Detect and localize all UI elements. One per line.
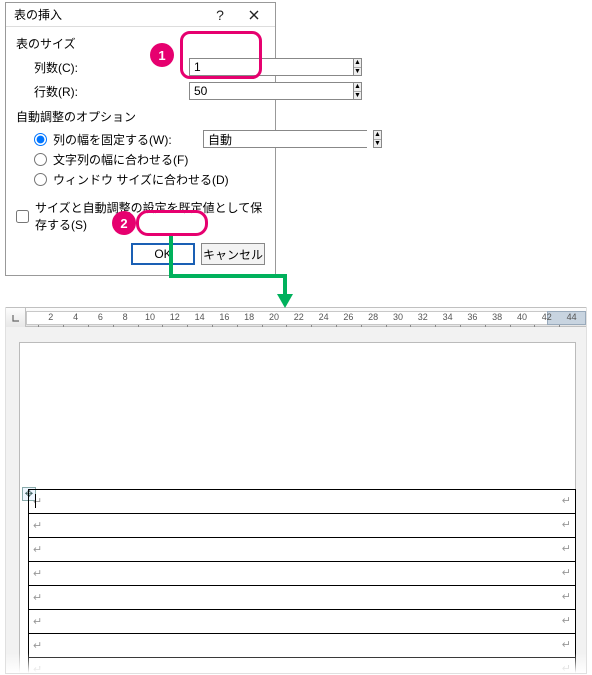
callout-badge-1: 1: [150, 43, 174, 67]
ruler-number: 28: [368, 312, 378, 322]
rows-spinner[interactable]: ▲ ▼: [189, 82, 265, 100]
table-cell[interactable]: ↵↵: [29, 514, 576, 538]
table-cell[interactable]: ↵↵: [29, 634, 576, 658]
ruler-number: 34: [443, 312, 453, 322]
ruler-number: 42: [542, 312, 552, 322]
ruler-number: 10: [145, 312, 155, 322]
paragraph-mark-icon: ↵: [33, 592, 42, 604]
ruler-number: 26: [343, 312, 353, 322]
paragraph-mark-icon: ↵: [33, 568, 42, 580]
close-icon: [249, 10, 259, 20]
radio-fixed-label: 列の幅を固定する(W):: [53, 131, 203, 148]
row-end-mark-icon: ↵: [562, 590, 571, 603]
page-area[interactable]: ✥ ↵↵↵↵↵↵↵↵↵↵↵↵↵↵↵↵: [6, 327, 586, 673]
radio-autofit-window[interactable]: [34, 173, 47, 186]
fixed-width-input[interactable]: [203, 130, 367, 148]
table-cell[interactable]: ↵↵: [29, 586, 576, 610]
table-cell[interactable]: ↵↵: [29, 490, 576, 514]
ruler-number: 2: [48, 312, 53, 322]
row-end-mark-icon: ↵: [562, 614, 571, 627]
document-page: ✥ ↵↵↵↵↵↵↵↵↵↵↵↵↵↵↵↵: [20, 343, 575, 673]
radio-autofit-content-label: 文字列の幅に合わせる(F): [53, 151, 188, 168]
ruler-number: 20: [269, 312, 279, 322]
row-end-mark-icon: ↵: [562, 494, 571, 507]
table-cell[interactable]: ↵↵: [29, 658, 576, 674]
ruler-area: 2468101214161820222426283032343638404244: [6, 307, 586, 327]
radio-autofit-window-label: ウィンドウ サイズに合わせる(D): [53, 171, 229, 188]
radio-fixed-width[interactable]: [34, 133, 47, 146]
paragraph-mark-icon: ↵: [33, 544, 42, 556]
ruler-number: 36: [467, 312, 477, 322]
spin-up-icon[interactable]: ▲: [354, 59, 361, 68]
ruler-number: 12: [170, 312, 180, 322]
ruler-number: 24: [319, 312, 329, 322]
spin-up-icon[interactable]: ▲: [354, 83, 361, 92]
dialog-title: 表の挿入: [14, 6, 203, 23]
ruler-number: 14: [195, 312, 205, 322]
save-default-label: サイズと自動調整の設定を既定値として保存する(S): [35, 199, 265, 233]
close-button[interactable]: [237, 4, 271, 26]
ruler-number: 38: [492, 312, 502, 322]
group-table-size: 表のサイズ: [16, 35, 265, 52]
dialog-titlebar: 表の挿入 ?: [6, 3, 275, 27]
table-cell[interactable]: ↵↵: [29, 610, 576, 634]
callout-badge-2: 2: [112, 211, 136, 235]
text-caret: [35, 494, 36, 508]
spin-down-icon[interactable]: ▼: [354, 92, 361, 100]
ruler-number: 18: [244, 312, 254, 322]
row-end-mark-icon: ↵: [562, 566, 571, 579]
rows-label: 行数(R):: [34, 83, 189, 100]
ruler-number: 6: [98, 312, 103, 322]
spin-down-icon[interactable]: ▼: [354, 68, 361, 76]
paragraph-mark-icon: ↵: [33, 640, 42, 652]
ok-label: OK: [154, 247, 171, 261]
ruler-number: 22: [294, 312, 304, 322]
table-cell[interactable]: ↵↵: [29, 538, 576, 562]
document-table[interactable]: ↵↵↵↵↵↵↵↵↵↵↵↵↵↵↵↵: [28, 489, 576, 673]
save-default-checkbox[interactable]: [16, 210, 29, 223]
spin-down-icon[interactable]: ▼: [374, 140, 381, 148]
ruler-number: 32: [418, 312, 428, 322]
ruler-number: 40: [517, 312, 527, 322]
ruler-corner[interactable]: [6, 308, 26, 328]
document-view: 2468101214161820222426283032343638404244…: [5, 307, 587, 674]
paragraph-mark-icon: ↵: [33, 520, 42, 532]
ruler-number: 4: [73, 312, 78, 322]
spin-up-icon[interactable]: ▲: [374, 131, 381, 140]
table-cell[interactable]: ↵↵: [29, 562, 576, 586]
ok-button[interactable]: OK: [131, 243, 195, 265]
row-end-mark-icon: ↵: [562, 542, 571, 555]
row-end-mark-icon: ↵: [562, 638, 571, 651]
paragraph-mark-icon: ↵: [33, 616, 42, 628]
ruler-number: 44: [567, 312, 577, 322]
tab-selector-icon: [11, 313, 21, 323]
paragraph-mark-icon: ↵: [33, 664, 42, 673]
cancel-label: キャンセル: [203, 246, 263, 263]
help-button[interactable]: ?: [203, 4, 237, 26]
group-autofit: 自動調整のオプション: [16, 108, 265, 125]
fixed-width-spinner[interactable]: ▲ ▼: [203, 130, 265, 148]
ruler-number: 8: [123, 312, 128, 322]
ruler-number: 30: [393, 312, 403, 322]
rows-input[interactable]: [189, 82, 353, 100]
insert-table-dialog: 表の挿入 ? 表のサイズ 列数(C): ▲ ▼ 行数(R):: [5, 2, 276, 276]
horizontal-ruler[interactable]: 2468101214161820222426283032343638404244: [26, 308, 586, 328]
cancel-button[interactable]: キャンセル: [201, 243, 265, 265]
columns-input[interactable]: [189, 58, 353, 76]
ruler-number: 16: [219, 312, 229, 322]
row-end-mark-icon: ↵: [562, 518, 571, 531]
row-end-mark-icon: ↵: [562, 662, 571, 673]
columns-spinner[interactable]: ▲ ▼: [189, 58, 265, 76]
radio-autofit-content[interactable]: [34, 153, 47, 166]
